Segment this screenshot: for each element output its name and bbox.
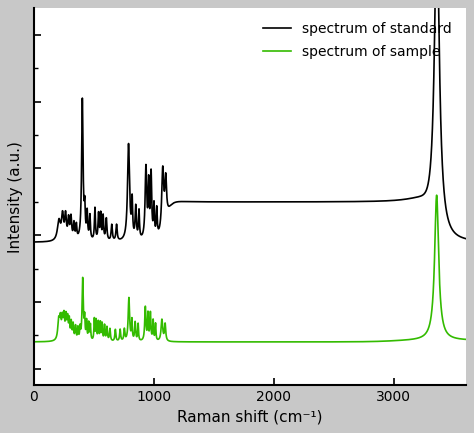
Line: spectrum of standard: spectrum of standard [34,0,465,242]
spectrum of standard [225,199,231,204]
spectrum of sample [418,334,424,339]
spectrum of sample [463,337,468,342]
spectrum of sample [406,337,412,342]
spectrum of standard [462,236,467,241]
spectrum of standard [307,199,312,204]
spectrum of sample [462,337,467,342]
spectrum of standard [418,194,424,199]
spectrum of sample [225,339,231,345]
Legend: spectrum of standard, spectrum of sample: spectrum of standard, spectrum of sample [256,15,459,65]
spectrum of sample [457,336,463,341]
spectrum of standard [31,239,36,245]
Line: spectrum of sample: spectrum of sample [34,195,465,342]
spectrum of standard [463,236,468,241]
spectrum of standard [457,234,463,239]
Y-axis label: Intensity (a.u.): Intensity (a.u.) [9,141,23,253]
spectrum of sample [250,339,255,345]
X-axis label: Raman shift (cm⁻¹): Raman shift (cm⁻¹) [177,410,322,425]
spectrum of standard [406,196,412,201]
spectrum of sample [307,339,312,345]
spectrum of sample [434,193,439,198]
spectrum of sample [31,339,36,344]
